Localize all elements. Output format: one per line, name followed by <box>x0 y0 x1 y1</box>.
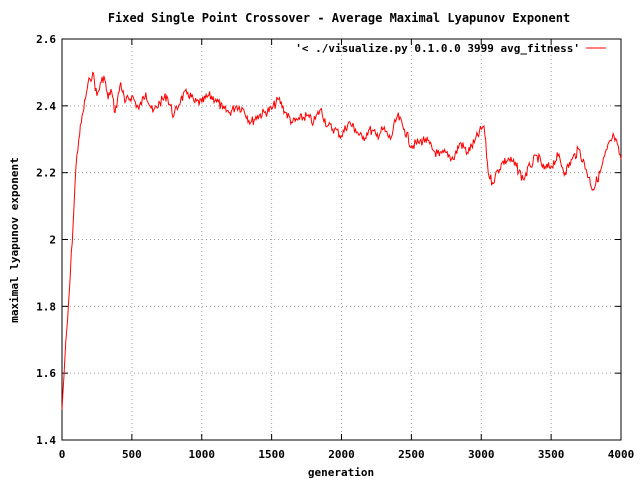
y-tick-label: 1.4 <box>36 434 56 447</box>
y-tick-label: 1.8 <box>36 300 56 313</box>
series-line <box>61 71 622 410</box>
x-tick-label: 3500 <box>538 448 565 461</box>
y-tick-label: 2.2 <box>36 167 56 180</box>
series-layer <box>61 71 622 410</box>
y-tick-label: 2.4 <box>36 100 56 113</box>
x-tick-label: 0 <box>59 448 66 461</box>
legend-label: '< ./visualize.py 0.1.0.0 3999 avg_fitne… <box>295 42 580 55</box>
x-tick-label: 500 <box>122 448 142 461</box>
ticks-layer: 0 500 1000 1500 2000 2500 3000 3500 4000 1.4 1.6 1.… <box>36 33 634 461</box>
x-tick-label: 2500 <box>398 448 425 461</box>
y-tick-label: 1.6 <box>36 367 56 380</box>
x-axis-label: generation <box>308 466 374 479</box>
x-tick-label: 1000 <box>189 448 216 461</box>
y-axis-label: maximal lyapunov exponent <box>8 157 21 323</box>
chart-title: Fixed Single Point Crossover - Average M… <box>108 11 570 25</box>
x-tick-label: 2000 <box>328 448 355 461</box>
x-tick-label: 3000 <box>468 448 495 461</box>
x-tick-label: 4000 <box>608 448 635 461</box>
grid-layer <box>62 39 621 440</box>
y-tick-label: 2.6 <box>36 33 56 46</box>
y-tick-label: 2 <box>49 234 56 247</box>
legend: '< ./visualize.py 0.1.0.0 3999 avg_fitne… <box>295 42 606 55</box>
x-tick-label: 1500 <box>258 448 285 461</box>
